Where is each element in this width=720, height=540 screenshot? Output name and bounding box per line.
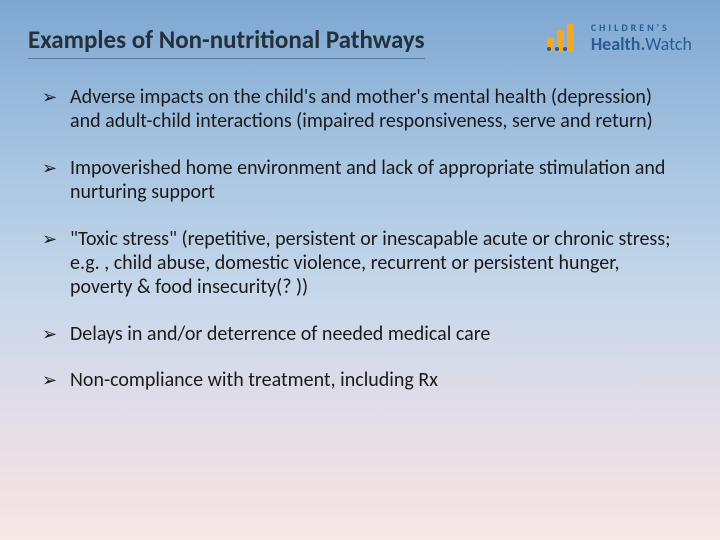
header: Examples of Non-nutritional Pathways CHI… [28,18,692,59]
chevron-bullet-icon: ➢ [42,322,70,346]
list-item: ➢ Delays in and/or deterrence of needed … [42,322,682,346]
bullet-text: Non-compliance with treatment, including… [70,368,682,392]
bullet-text: Delays in and/or deterrence of needed me… [70,322,682,346]
chevron-bullet-icon: ➢ [42,85,70,109]
chevron-bullet-icon: ➢ [42,368,70,392]
bullet-text: "Toxic stress" (repetitive, persistent o… [70,227,682,300]
list-item: ➢ "Toxic stress" (repetitive, persistent… [42,227,682,300]
bullet-text: Impoverished home environment and lack o… [70,156,682,205]
slide-title: Examples of Non-nutritional Pathways [28,18,425,59]
bullet-text: Adverse impacts on the child's and mothe… [70,85,682,134]
chevron-bullet-icon: ➢ [42,227,70,251]
logo-text: CHILDREN'S Health.Watch [591,23,692,53]
list-item: ➢ Impoverished home environment and lack… [42,156,682,205]
chevron-bullet-icon: ➢ [42,156,70,180]
logo-bars-icon [543,20,583,56]
list-item: ➢ Adverse impacts on the child's and mot… [42,85,682,134]
bullet-list: ➢ Adverse impacts on the child's and mot… [28,85,692,393]
list-item: ➢ Non-compliance with treatment, includi… [42,368,682,392]
logo-bottom-text: Health.Watch [591,35,692,53]
logo: CHILDREN'S Health.Watch [543,18,692,56]
slide: Examples of Non-nutritional Pathways CHI… [0,0,720,540]
logo-top-text: CHILDREN'S [591,23,692,33]
